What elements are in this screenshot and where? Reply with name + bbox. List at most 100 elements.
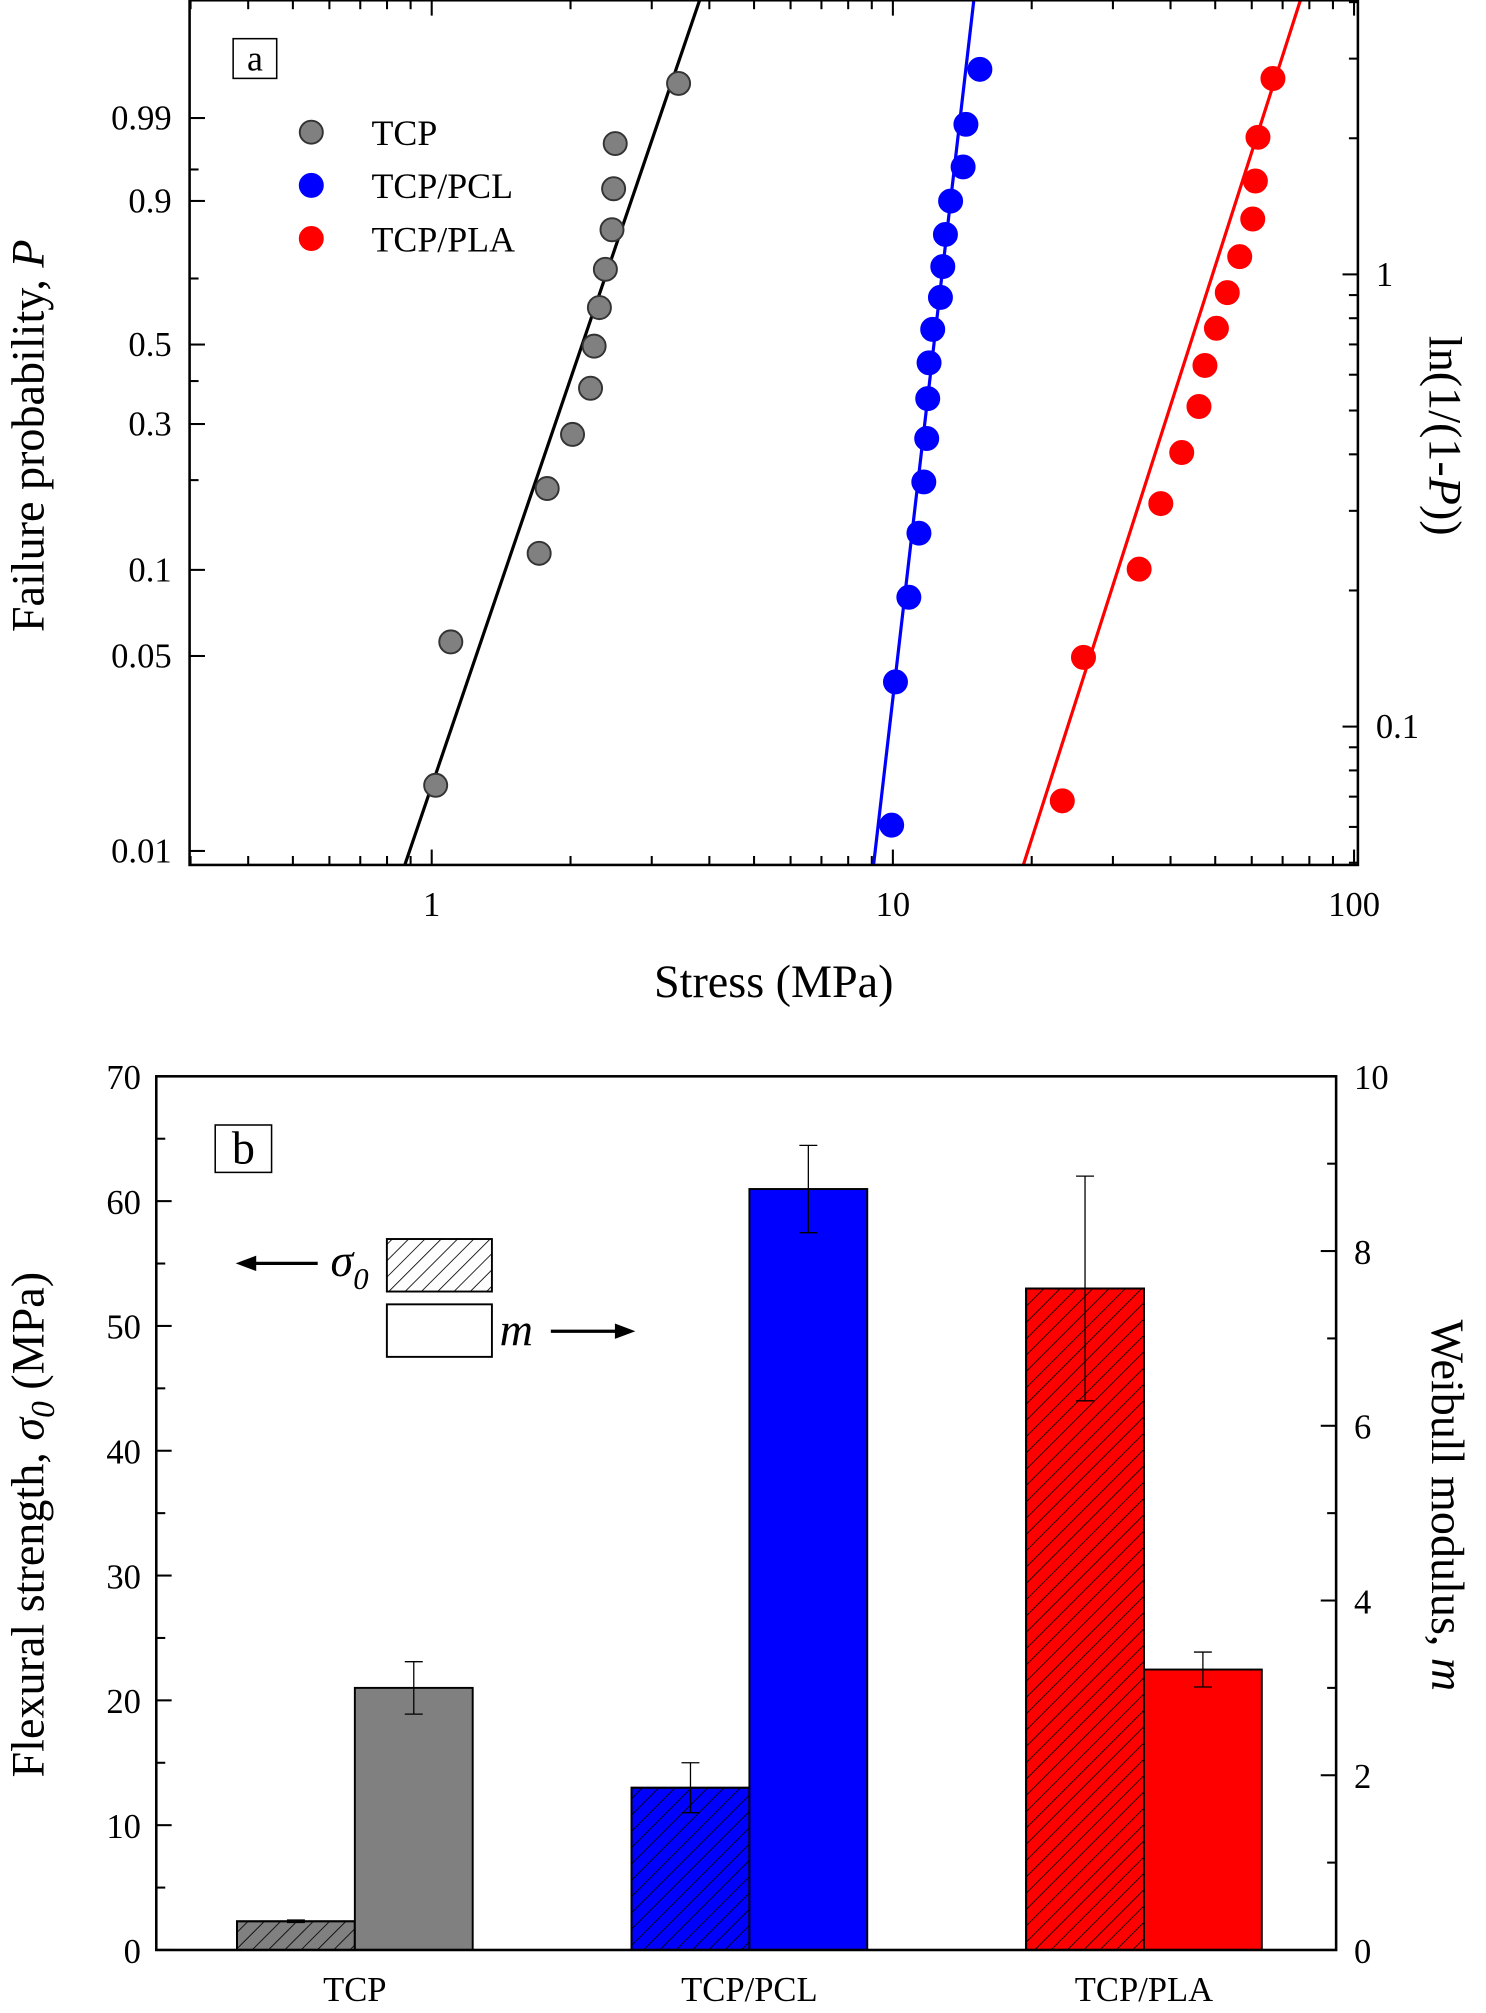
data-point bbox=[423, 772, 449, 798]
bar-m bbox=[1143, 1668, 1263, 1951]
panel-label-b: b bbox=[232, 1122, 255, 1173]
data-point bbox=[906, 520, 932, 546]
y2-axis-title-b: Weibull modulus, m bbox=[1422, 1320, 1473, 1692]
data-point bbox=[1049, 788, 1075, 814]
legend-a: TCP TCP/PCL TCP/PLA bbox=[298, 113, 516, 259]
bar-sigma0-hatch bbox=[236, 1920, 356, 1951]
fit-lines bbox=[403, 0, 1302, 865]
y-tick-label: 0.99 bbox=[111, 100, 172, 138]
x-tick-label: 1 bbox=[423, 886, 440, 924]
data-point bbox=[438, 629, 464, 655]
legend-label: TCP bbox=[372, 113, 438, 153]
data-point bbox=[930, 254, 956, 280]
panel-a-ticks: 1 10 100 0.99 0.9 0.5 0.3 0.1 0.05 0.01 1 0.1 bbox=[111, 0, 1419, 924]
panel-label-box-b bbox=[214, 1124, 273, 1174]
data-point bbox=[896, 584, 922, 610]
y2-tick-label: 2 bbox=[1354, 1758, 1371, 1796]
y-tick-label: 0.1 bbox=[128, 551, 171, 589]
data-point bbox=[1245, 124, 1271, 150]
y-tick-label: 40 bbox=[106, 1434, 141, 1472]
data-point bbox=[914, 426, 940, 451]
data-point bbox=[920, 316, 946, 342]
legend-sigma-label: σ0 bbox=[331, 1235, 369, 1296]
category-label: TCP bbox=[323, 1971, 386, 2009]
data-point bbox=[916, 350, 942, 376]
data-point bbox=[1192, 352, 1218, 378]
data-point bbox=[932, 221, 958, 247]
y-tick-label: 50 bbox=[106, 1309, 141, 1347]
plot-frame-a bbox=[188, 0, 1360, 867]
panel-label-a: a bbox=[247, 39, 263, 79]
y2-tick-label: 6 bbox=[1354, 1409, 1371, 1447]
data-point bbox=[1260, 65, 1286, 91]
data-point bbox=[915, 386, 941, 412]
data-point bbox=[1240, 206, 1266, 232]
panel-a-weibull-plot: 1 10 100 0.99 0.9 0.5 0.3 0.1 0.05 0.01 1 0.1 a TCP… bbox=[3, 0, 1471, 1007]
panel-label-box-a bbox=[232, 37, 278, 80]
y-tick-label: 0 bbox=[124, 1933, 141, 1971]
y2-tick-label: 4 bbox=[1354, 1583, 1371, 1621]
y-tick-label: 0.5 bbox=[128, 326, 171, 364]
x-tick-label: 10 bbox=[876, 886, 911, 924]
data-point bbox=[1214, 280, 1240, 306]
data-point bbox=[1148, 491, 1174, 517]
data-point bbox=[1242, 168, 1268, 194]
y2-tick-label: 0 bbox=[1354, 1933, 1371, 1971]
data-point bbox=[592, 256, 618, 282]
data-point bbox=[950, 154, 976, 180]
y2-tick-label: 8 bbox=[1354, 1234, 1371, 1272]
data-point bbox=[1186, 393, 1212, 419]
y2-tick-label: 1 bbox=[1376, 256, 1393, 294]
data-point bbox=[1227, 244, 1253, 270]
y-tick-label: 60 bbox=[106, 1184, 141, 1222]
legend-m-label: m bbox=[500, 1304, 533, 1355]
y-tick-label: 0.01 bbox=[111, 832, 172, 870]
y-tick-label: 70 bbox=[106, 1059, 141, 1097]
y2-tick-label: 10 bbox=[1354, 1059, 1389, 1097]
left-arrow-head-icon bbox=[235, 1255, 257, 1272]
category-label: TCP/PCL bbox=[681, 1971, 817, 2009]
data-point bbox=[1203, 315, 1229, 341]
data-point bbox=[599, 217, 625, 243]
bars bbox=[236, 1144, 1263, 1951]
bar-m bbox=[353, 1686, 474, 1951]
plot-frame-b bbox=[155, 1075, 1338, 1952]
data-point bbox=[578, 375, 604, 401]
bar-m bbox=[748, 1188, 869, 1951]
y-tick-label: 0.9 bbox=[128, 182, 171, 220]
data-point bbox=[601, 176, 627, 202]
y-tick-label: 20 bbox=[106, 1683, 141, 1721]
right-arrow-head-icon bbox=[614, 1323, 636, 1339]
data-point bbox=[879, 812, 905, 838]
x-tick-label: 100 bbox=[1328, 886, 1380, 924]
fit-line-tcp bbox=[403, 0, 702, 865]
legend-marker bbox=[298, 119, 324, 145]
legend-label: TCP/PCL bbox=[372, 166, 514, 206]
y-tick-label: 30 bbox=[106, 1558, 141, 1596]
data-point bbox=[586, 295, 612, 321]
legend-m-swatch bbox=[385, 1303, 493, 1358]
data-points bbox=[423, 56, 1286, 838]
data-point bbox=[938, 188, 964, 214]
legend-b: σ0 m bbox=[235, 1235, 636, 1358]
data-point bbox=[526, 540, 552, 566]
data-point bbox=[1169, 440, 1195, 466]
data-point bbox=[1070, 644, 1096, 670]
data-point bbox=[534, 476, 560, 502]
legend-marker bbox=[298, 226, 324, 252]
data-point bbox=[602, 131, 628, 157]
legend-label: TCP/PLA bbox=[372, 219, 516, 259]
data-point bbox=[911, 469, 937, 495]
data-point bbox=[967, 56, 993, 82]
data-point bbox=[882, 669, 908, 695]
y-axis-title-b: Flexural strength, σ0 (MPa) bbox=[3, 1272, 62, 1778]
y2-tick-label: 0.1 bbox=[1376, 708, 1419, 746]
y-tick-label: 0.3 bbox=[128, 406, 171, 444]
data-point bbox=[581, 333, 607, 359]
data-point bbox=[666, 70, 692, 96]
data-point bbox=[953, 111, 979, 137]
data-point bbox=[927, 284, 953, 310]
legend-marker bbox=[298, 172, 324, 198]
